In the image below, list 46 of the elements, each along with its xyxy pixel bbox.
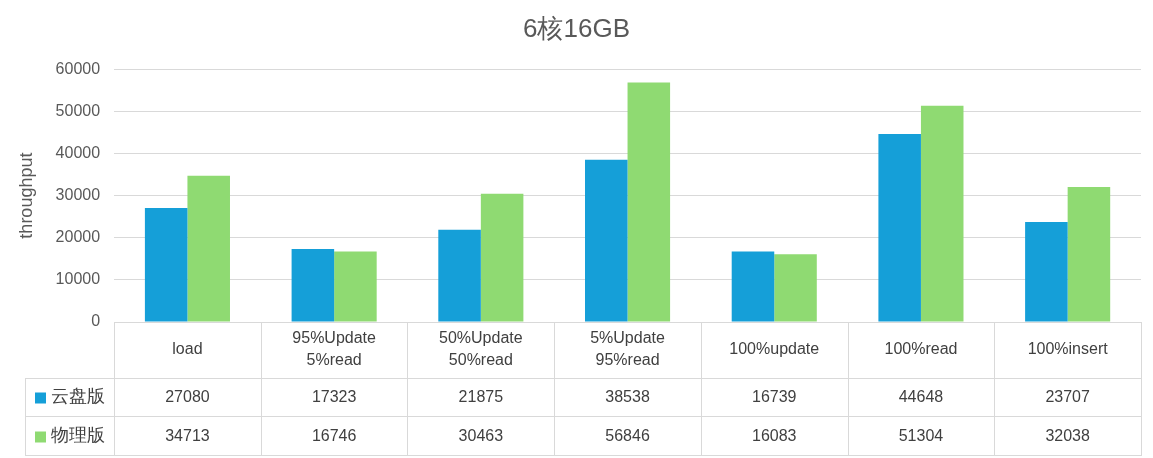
bar [878, 133, 921, 322]
data-label: 27080 [165, 387, 210, 405]
bar [774, 254, 817, 322]
data-label: 16083 [752, 426, 797, 444]
x-tick-label: 100%read [884, 340, 958, 358]
chart-title: 6核16GB [523, 12, 630, 43]
y-tick-label: 60000 [55, 59, 101, 77]
x-tick-label: 95%Update 5%read [292, 329, 377, 369]
data-label: 34713 [165, 426, 210, 444]
bar [480, 193, 524, 322]
bar [144, 207, 188, 322]
legend-label: 云盘版 [51, 386, 105, 407]
data-label: 51304 [898, 426, 944, 444]
data-label: 56846 [605, 426, 650, 444]
x-tick-label: load [172, 340, 203, 358]
bar [920, 105, 964, 322]
bar [1025, 222, 1068, 322]
data-label: 16746 [311, 426, 357, 444]
data-label: 16739 [752, 387, 797, 405]
x-tick-label: 50%Update 50%read [439, 329, 523, 369]
data-label: 30463 [458, 426, 504, 444]
bar [585, 159, 628, 322]
data-label: 44648 [898, 387, 944, 405]
data-label: 21875 [458, 387, 504, 405]
data-label: 32038 [1045, 426, 1090, 444]
data-label: 17323 [311, 387, 357, 405]
x-tick-label: 100%insert [1027, 340, 1109, 358]
x-tick-label: 100%update [729, 340, 820, 358]
bar [731, 251, 775, 322]
y-tick-label: 50000 [55, 101, 101, 119]
y-tick-label: 30000 [55, 186, 101, 204]
bar [627, 82, 671, 322]
bar [291, 249, 335, 322]
y-tick-label: 40000 [55, 143, 101, 161]
data-label: 38538 [605, 387, 650, 405]
bar [1067, 187, 1111, 322]
y-tick-label: 10000 [55, 270, 101, 288]
bar [438, 229, 481, 322]
legend-label: 物理版 [51, 425, 105, 446]
data-label: 23707 [1045, 387, 1090, 405]
y-tick-label: 20000 [55, 228, 101, 246]
y-tick-label: 0 [91, 312, 101, 330]
bar [187, 175, 230, 322]
y-axis-title: throughput [15, 152, 36, 239]
bar [334, 251, 377, 322]
x-tick-label: 5%Update 95%read [590, 329, 666, 369]
